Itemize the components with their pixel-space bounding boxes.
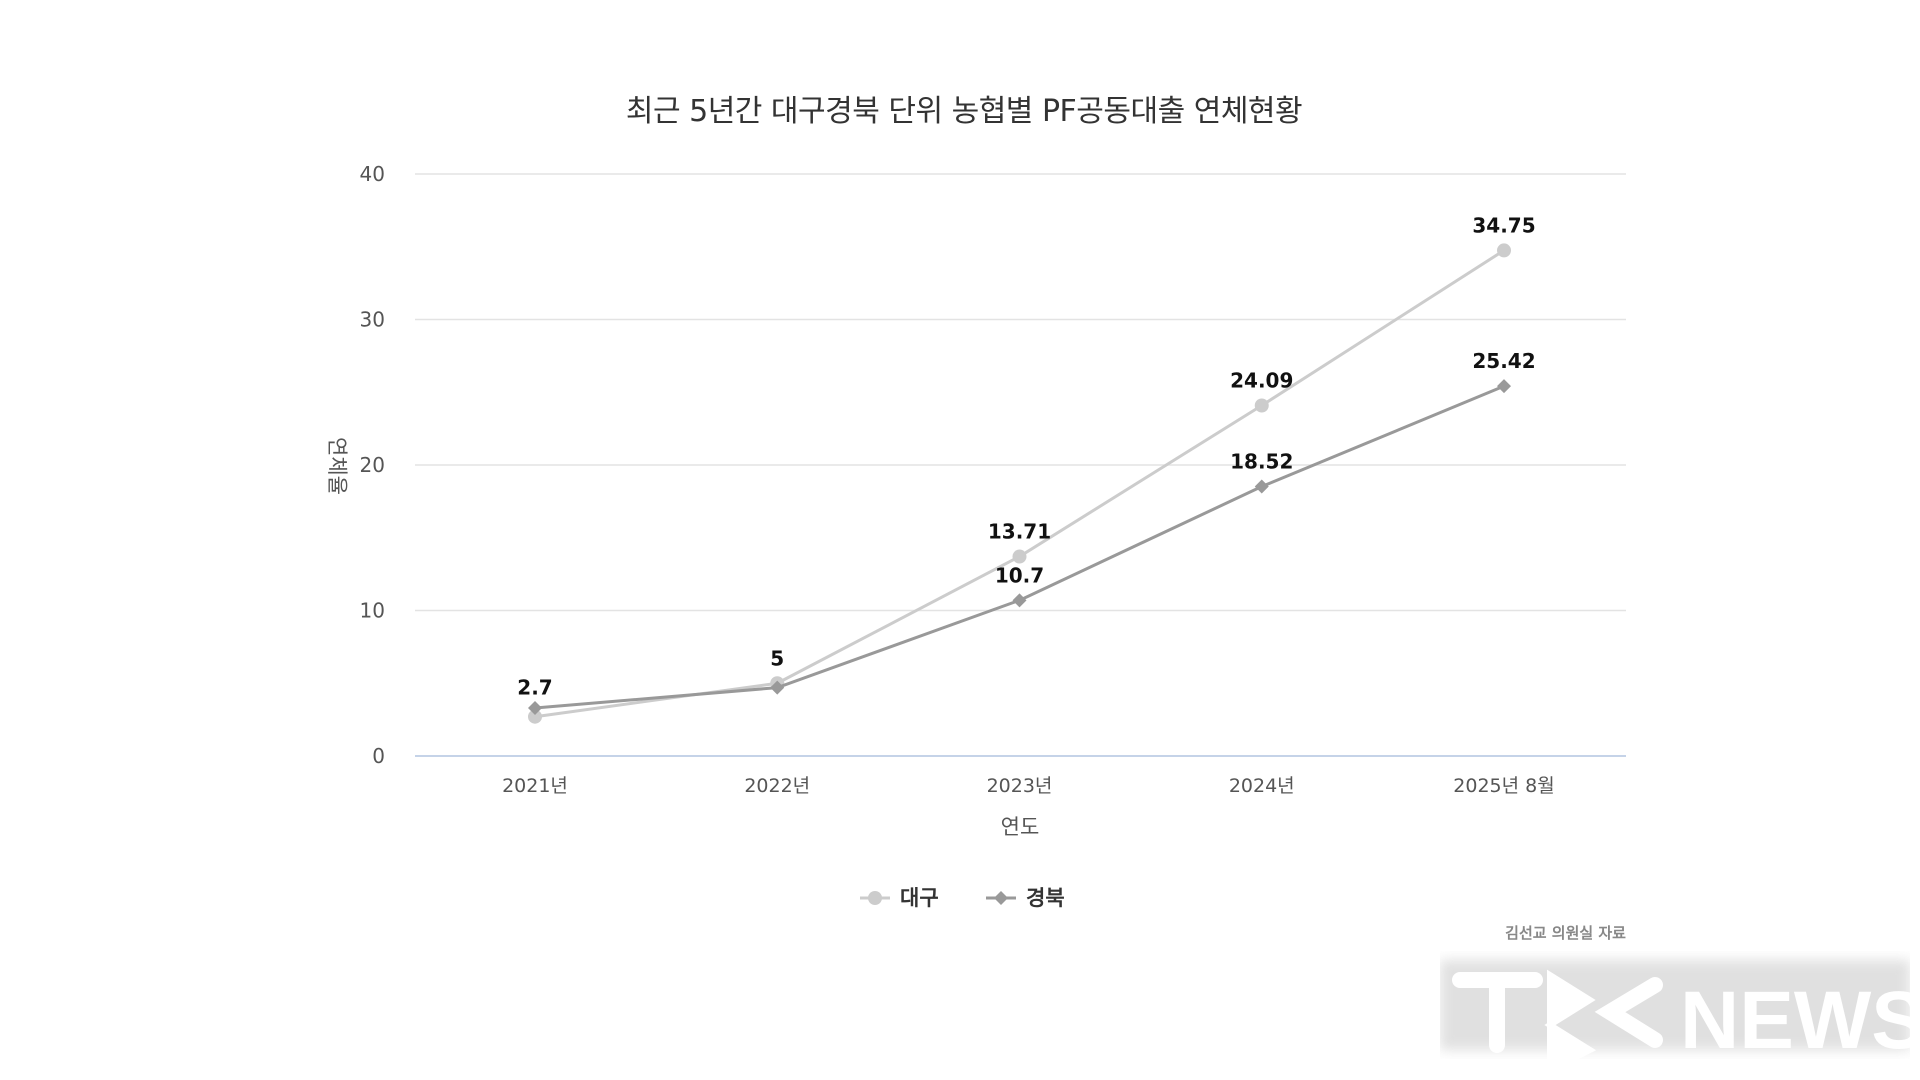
legend-label: 대구 [900, 886, 939, 910]
chart-title: 최근 5년간 대구경북 단위 농협별 PF공동대출 연체현황 [625, 94, 1303, 129]
source-note: 김선교 의원실 자료 [1505, 924, 1626, 942]
x-tick-label: 2022년 [744, 775, 810, 797]
legend-label: 경북 [1026, 886, 1065, 910]
data-label: 25.42 [1472, 349, 1535, 373]
data-point [770, 680, 785, 695]
data-point [528, 700, 542, 715]
legend-marker [868, 891, 882, 905]
data-point [528, 709, 542, 724]
tbc-news-logo: NEWS [1440, 960, 1910, 1060]
y-tick-label: 40 [360, 162, 385, 186]
svg-text:NEWS: NEWS [1680, 975, 1910, 1060]
series-line-경북 [534, 384, 1505, 710]
data-label: 2.7 [517, 676, 552, 700]
data-point [1254, 398, 1269, 413]
data-label: 13.71 [988, 520, 1051, 544]
data-point [1012, 593, 1027, 608]
data-label: 10.7 [995, 563, 1044, 587]
x-tick-label: 2021년 [502, 775, 568, 797]
data-point [1012, 549, 1027, 564]
y-tick-label: 20 [360, 453, 385, 477]
data-label: 24.09 [1230, 368, 1293, 392]
data-label: 18.52 [1230, 450, 1293, 474]
x-tick-label: 2023년 [987, 775, 1053, 797]
y-axis-title: 연체율 [325, 437, 349, 495]
y-tick-label: 0 [372, 744, 385, 768]
x-axis-title: 연도 [1001, 815, 1040, 839]
data-point [1254, 479, 1269, 494]
data-point [1497, 243, 1511, 258]
data-point [1497, 379, 1511, 394]
x-tick-label: 2024년 [1229, 775, 1295, 797]
y-tick-label: 30 [360, 308, 385, 332]
series-line-대구 [534, 249, 1505, 719]
legend-marker [994, 891, 1008, 905]
x-tick-label: 2025년 8월 [1453, 775, 1554, 797]
data-label: 34.75 [1472, 213, 1535, 237]
data-label: 5 [770, 646, 784, 670]
y-tick-label: 10 [360, 599, 385, 623]
